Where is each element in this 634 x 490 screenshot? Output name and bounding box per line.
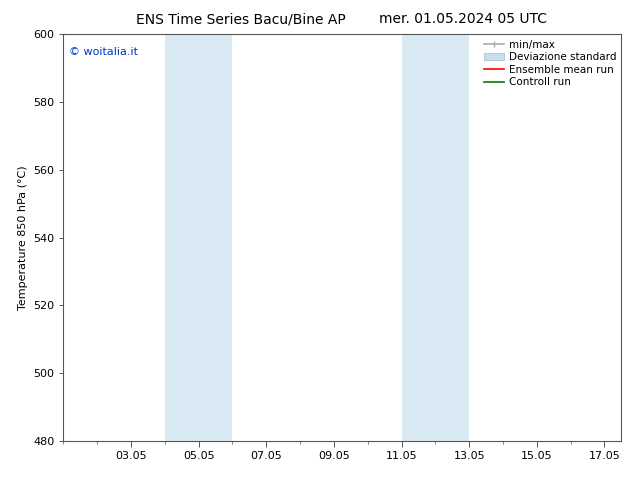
Text: © woitalia.it: © woitalia.it (69, 47, 138, 56)
Bar (401, 34, 469, 441)
Y-axis label: Temperature 850 hPa (°C): Temperature 850 hPa (°C) (18, 165, 27, 310)
Text: mer. 01.05.2024 05 UTC: mer. 01.05.2024 05 UTC (379, 12, 547, 26)
Text: ENS Time Series Bacu/Bine AP: ENS Time Series Bacu/Bine AP (136, 12, 346, 26)
Bar (165, 34, 233, 441)
Legend: min/max, Deviazione standard, Ensemble mean run, Controll run: min/max, Deviazione standard, Ensemble m… (482, 37, 618, 89)
